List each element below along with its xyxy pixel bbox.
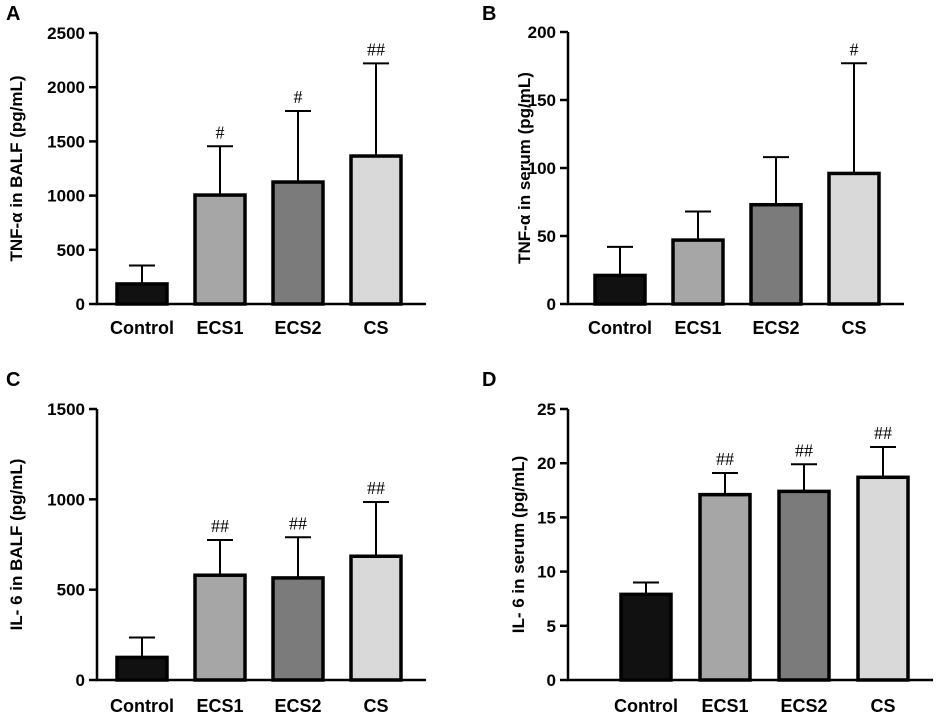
y-axis-title: TNF-α in BALF (pg/mL) xyxy=(7,75,26,261)
y-tick-label: 0 xyxy=(547,671,556,690)
bar-ecs2 xyxy=(749,202,803,306)
panel-letter: D xyxy=(482,369,496,391)
significance-ecs1: ## xyxy=(716,449,734,469)
significance-ecs1: # xyxy=(216,122,225,142)
y-tick-label: 10 xyxy=(537,563,556,582)
y-tick-label: 0 xyxy=(76,671,85,690)
bar-control xyxy=(115,282,169,306)
significance-ecs2: ## xyxy=(795,440,813,460)
bar-ecs1 xyxy=(698,492,752,682)
category-label-control: Control xyxy=(110,696,174,716)
category-label-control: Control xyxy=(614,696,678,716)
category-label-cs: CS xyxy=(870,696,895,716)
category-label-ecs1: ECS1 xyxy=(196,318,243,338)
bar-cs xyxy=(856,475,910,682)
significance-cs: ## xyxy=(367,478,385,498)
y-tick-label: 0 xyxy=(547,295,556,314)
significance-cs: ## xyxy=(367,39,385,59)
y-tick-label: 15 xyxy=(537,508,556,527)
bar-cs xyxy=(827,171,881,306)
y-tick-label: 5 xyxy=(547,617,556,636)
category-label-ecs2: ECS2 xyxy=(274,696,321,716)
y-tick-label: 2000 xyxy=(47,78,85,97)
y-tick-label: 150 xyxy=(528,91,556,110)
y-tick-label: 1500 xyxy=(47,132,85,151)
category-label-control: Control xyxy=(588,318,652,338)
bar-control xyxy=(619,592,673,682)
category-label-ecs1: ECS1 xyxy=(196,696,243,716)
category-label-ecs2: ECS2 xyxy=(752,318,799,338)
bar-ecs2 xyxy=(271,180,325,306)
y-tick-label: 2500 xyxy=(47,24,85,43)
y-tick-label: 500 xyxy=(57,581,85,600)
significance-cs: ## xyxy=(874,423,892,443)
bar-cs xyxy=(349,154,403,306)
y-axis-title: IL- 6 in serum (pg/mL) xyxy=(509,456,528,634)
bar-ecs2 xyxy=(777,489,831,682)
y-tick-label: 500 xyxy=(57,241,85,260)
panel-d: D 0 5 10 15 20 25 IL- 6 in serum (pg/mL) Control… xyxy=(482,369,933,716)
bar-ecs1 xyxy=(193,193,247,306)
category-label-control: Control xyxy=(110,318,174,338)
panel-letter: A xyxy=(6,3,20,25)
y-tick-label: 0 xyxy=(76,295,85,314)
y-axis-title: TNF-α in serum (pg/mL) xyxy=(515,72,534,264)
significance-ecs2: # xyxy=(294,87,303,107)
bar-ecs1 xyxy=(671,238,725,306)
significance-ecs1: ## xyxy=(211,516,229,536)
category-label-cs: CS xyxy=(841,318,866,338)
category-label-cs: CS xyxy=(363,318,388,338)
panel-a: A 0 500 1000 1500 2000 2500 TNF-α in BALF (pg/m… xyxy=(6,3,426,338)
significance-cs: # xyxy=(850,39,859,59)
category-label-ecs2: ECS2 xyxy=(780,696,827,716)
panel-b: B 0 50 100 150 200 TNF-α in serum (pg/mL) Contr… xyxy=(482,3,904,338)
category-label-cs: CS xyxy=(363,696,388,716)
bar-cs xyxy=(349,554,403,682)
panel-c: C 0 500 1000 1500 IL- 6 in BALF (pg/mL) Contro… xyxy=(6,369,426,716)
panel-letter: C xyxy=(6,369,20,391)
category-label-ecs1: ECS1 xyxy=(701,696,748,716)
y-tick-label: 200 xyxy=(528,23,556,42)
category-label-ecs1: ECS1 xyxy=(674,318,721,338)
y-tick-label: 100 xyxy=(528,159,556,178)
y-tick-label: 1500 xyxy=(47,400,85,419)
y-tick-label: 20 xyxy=(537,454,556,473)
significance-ecs2: ## xyxy=(289,513,307,533)
bar-ecs2 xyxy=(271,576,325,682)
y-tick-label: 1000 xyxy=(47,187,85,206)
bar-control xyxy=(593,273,647,306)
panel-letter: B xyxy=(482,3,496,25)
y-tick-label: 1000 xyxy=(47,490,85,509)
y-tick-label: 50 xyxy=(537,227,556,246)
bar-ecs1 xyxy=(193,573,247,682)
y-axis-title: IL- 6 in BALF (pg/mL) xyxy=(7,459,26,631)
bar-control xyxy=(115,655,169,682)
category-label-ecs2: ECS2 xyxy=(274,318,321,338)
y-tick-label: 25 xyxy=(537,400,556,419)
